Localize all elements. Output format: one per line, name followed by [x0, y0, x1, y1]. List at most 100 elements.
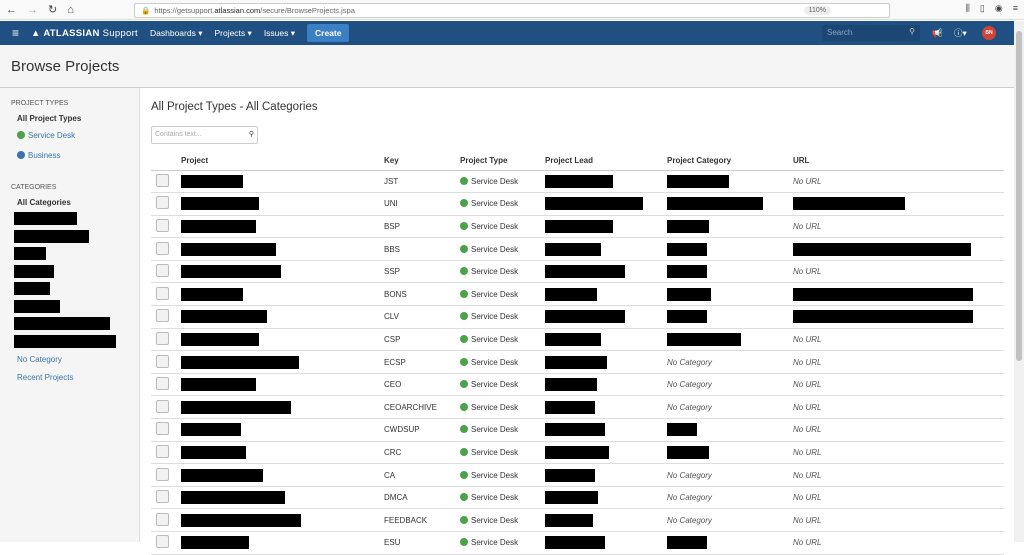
table-row[interactable]: UNI Service Desk — [151, 192, 1004, 216]
redacted-project-lead[interactable] — [545, 332, 601, 346]
redacted-project-lead[interactable] — [545, 468, 595, 482]
table-row[interactable]: CEO Service Desk No Category No URL — [151, 373, 1004, 397]
redacted-category[interactable] — [14, 212, 77, 225]
redacted-category[interactable] — [14, 317, 110, 330]
redacted-category[interactable] — [14, 229, 89, 243]
redacted-project-name[interactable] — [181, 265, 281, 279]
redacted-project-name[interactable] — [181, 197, 259, 211]
sidebar-icon[interactable]: ▯ — [979, 3, 985, 13]
redacted-url[interactable] — [793, 287, 973, 301]
table-row[interactable]: CSP Service Desk No URL — [151, 328, 1004, 352]
library-icon[interactable]: ⫼ — [965, 3, 970, 13]
table-row[interactable]: CWDSUP Service Desk No URL — [151, 418, 1004, 442]
table-row[interactable]: CEOARCHIVE Service Desk No Category No U… — [151, 395, 1004, 420]
menu-icon[interactable]: ≡ — [12, 26, 20, 40]
redacted-project-name[interactable] — [181, 445, 246, 459]
nav-issues[interactable]: Issues ▾ — [263, 27, 296, 38]
redacted-project-name[interactable] — [181, 287, 243, 301]
table-row[interactable]: ESU Service Desk No URL — [151, 531, 1004, 555]
redacted-project-lead[interactable] — [545, 400, 595, 414]
table-row[interactable]: CRC Service Desk No URL — [151, 441, 1004, 465]
redacted-project-lead[interactable] — [545, 491, 598, 505]
redacted-project-lead[interactable] — [545, 445, 609, 459]
col-project[interactable]: Project — [181, 152, 384, 171]
redacted-category[interactable] — [14, 264, 54, 278]
redacted-project-lead[interactable] — [545, 197, 643, 211]
table-row[interactable]: BBS Service Desk — [151, 237, 1004, 261]
filter-input[interactable]: Contains text... ⚲ — [151, 126, 258, 144]
sidebar-item-all-categories[interactable]: All Categories — [17, 198, 71, 207]
redacted-category[interactable] — [14, 247, 46, 260]
redacted-category[interactable] — [14, 334, 116, 348]
redacted-project-lead[interactable] — [545, 219, 613, 233]
back-icon[interactable]: ← — [6, 3, 17, 16]
redacted-project-name[interactable] — [181, 174, 243, 188]
table-row[interactable]: CA Service Desk No Category No URL — [151, 463, 1004, 487]
nav-dashboards[interactable]: Dashboards ▾ — [150, 27, 203, 38]
col-lead[interactable]: Project Lead — [545, 152, 667, 171]
create-button[interactable]: Create — [307, 24, 350, 42]
project-avatar-icon — [156, 444, 169, 458]
sidebar-item-all-types[interactable]: All Project Types — [17, 114, 82, 123]
redacted-project-name[interactable] — [181, 355, 299, 369]
redacted-project-lead[interactable] — [545, 513, 593, 527]
table-row[interactable]: BSP Service Desk No URL — [151, 215, 1004, 239]
redacted-url[interactable] — [793, 197, 905, 211]
redacted-project-name[interactable] — [181, 513, 301, 527]
redacted-project-name[interactable] — [181, 219, 256, 233]
project-avatar-icon — [156, 309, 169, 323]
account-icon[interactable]: ◉ — [994, 3, 1003, 13]
redacted-project-lead[interactable] — [545, 287, 597, 301]
scrollbar[interactable] — [1014, 21, 1024, 542]
redacted-url[interactable] — [793, 242, 971, 256]
redacted-url[interactable] — [793, 310, 973, 324]
col-key[interactable]: Key — [384, 152, 460, 171]
redacted-project-name[interactable] — [181, 242, 276, 256]
table-row[interactable]: CLV Service Desk — [151, 305, 1004, 329]
avatar[interactable]: BN — [982, 26, 996, 40]
table-row[interactable]: DMCA Service Desk No Category No URL — [151, 486, 1004, 510]
redacted-project-name[interactable] — [181, 310, 267, 324]
redacted-project-name[interactable] — [181, 332, 259, 346]
redacted-project-lead[interactable] — [545, 378, 597, 392]
redacted-project-lead[interactable] — [545, 536, 605, 550]
redacted-project-lead[interactable] — [545, 355, 607, 369]
address-bar[interactable]: 🔒 https://getsupport.atlassian.com/secur… — [134, 3, 890, 18]
sidebar-item-recent-projects[interactable]: Recent Projects — [17, 373, 74, 382]
nav-projects[interactable]: Projects ▾ — [214, 27, 252, 38]
table-row[interactable]: FEEDBACK Service Desk No Category No URL — [151, 508, 1004, 532]
table-row[interactable]: BONS Service Desk — [151, 282, 1004, 307]
redacted-project-name[interactable] — [181, 468, 263, 482]
redacted-project-name[interactable] — [181, 378, 256, 392]
redacted-project-lead[interactable] — [545, 242, 601, 256]
table-row[interactable]: JST Service Desk No URL — [151, 170, 1004, 194]
col-type[interactable]: Project Type — [460, 152, 545, 171]
logo[interactable]: ▲ ATLASSIAN Support — [31, 27, 138, 39]
redacted-project-lead[interactable] — [545, 310, 625, 324]
redacted-category[interactable] — [14, 282, 50, 295]
redacted-project-name[interactable] — [181, 536, 249, 550]
home-icon[interactable]: ⌂ — [67, 3, 74, 16]
redacted-project-lead[interactable] — [545, 174, 613, 188]
menu-icon[interactable]: ≡ — [1012, 3, 1018, 13]
redacted-project-lead[interactable] — [545, 265, 625, 279]
redacted-project-name[interactable] — [181, 491, 285, 505]
sidebar-item-no-category[interactable]: No Category — [17, 355, 62, 364]
sidebar-item-business[interactable]: Business — [17, 151, 60, 160]
table-row[interactable]: ECSP Service Desk No Category No URL — [151, 350, 1004, 374]
col-category[interactable]: Project Category — [667, 152, 793, 171]
megaphone-icon[interactable]: 📢 — [932, 27, 943, 38]
table-row[interactable]: SSP Service Desk No URL — [151, 260, 1004, 284]
redacted-category — [667, 242, 707, 256]
redacted-category[interactable] — [14, 299, 60, 313]
zoom-level[interactable]: 110% — [803, 6, 831, 15]
redacted-project-lead[interactable] — [545, 423, 605, 437]
redacted-project-name[interactable] — [181, 400, 291, 414]
sidebar-item-service-desk[interactable]: Service Desk — [17, 131, 75, 140]
search-input[interactable]: Search ⚲ — [822, 25, 920, 41]
help-icon[interactable]: ⓘ▾ — [954, 28, 967, 38]
forward-icon[interactable]: → — [27, 3, 38, 16]
reload-icon[interactable]: ↻ — [48, 4, 58, 16]
redacted-project-name[interactable] — [181, 423, 241, 437]
col-url[interactable]: URL — [793, 152, 1004, 171]
